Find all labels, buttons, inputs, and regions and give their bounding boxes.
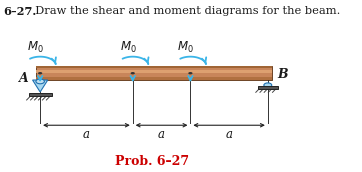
- Polygon shape: [33, 80, 48, 92]
- Circle shape: [38, 72, 42, 74]
- Text: A: A: [18, 72, 28, 85]
- Bar: [258, 86, 278, 89]
- Circle shape: [131, 72, 135, 74]
- Text: Prob. 6–27: Prob. 6–27: [115, 155, 190, 168]
- Text: $M_0$: $M_0$: [177, 40, 194, 55]
- Circle shape: [264, 83, 272, 87]
- Text: B: B: [277, 68, 288, 81]
- Bar: [35, 70, 272, 73]
- Text: a: a: [83, 128, 90, 141]
- Text: $M_0$: $M_0$: [120, 40, 136, 55]
- Bar: [35, 66, 272, 68]
- Bar: [35, 66, 272, 80]
- Text: 6–27.: 6–27.: [4, 6, 37, 17]
- Bar: [29, 93, 51, 96]
- Text: $M_0$: $M_0$: [27, 40, 44, 55]
- Text: Draw the shear and moment diagrams for the beam.: Draw the shear and moment diagrams for t…: [28, 6, 340, 16]
- Circle shape: [188, 72, 193, 74]
- Text: a: a: [226, 128, 233, 141]
- Circle shape: [36, 79, 45, 84]
- Text: a: a: [158, 128, 165, 141]
- Bar: [35, 77, 272, 80]
